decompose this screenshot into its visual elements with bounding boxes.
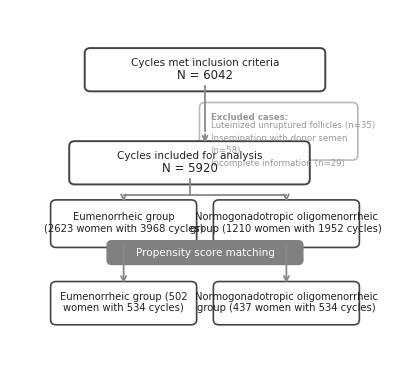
Text: Cycles included for analysis: Cycles included for analysis (117, 151, 262, 161)
FancyBboxPatch shape (106, 240, 304, 265)
Text: Normogonadotropic oligomenorrheic: Normogonadotropic oligomenorrheic (195, 292, 378, 302)
Text: N = 5920: N = 5920 (162, 162, 218, 175)
Text: group (437 women with 534 cycles): group (437 women with 534 cycles) (197, 303, 376, 313)
Text: Cycles met inclusion criteria: Cycles met inclusion criteria (131, 58, 279, 68)
FancyBboxPatch shape (51, 200, 197, 247)
FancyBboxPatch shape (200, 103, 358, 160)
Text: (2623 women with 3968 cycles): (2623 women with 3968 cycles) (44, 224, 203, 234)
FancyBboxPatch shape (213, 282, 359, 325)
Text: group (1210 women with 1952 cycles): group (1210 women with 1952 cycles) (190, 224, 382, 234)
Text: N = 6042: N = 6042 (177, 69, 233, 82)
FancyBboxPatch shape (51, 282, 197, 325)
FancyBboxPatch shape (213, 200, 359, 247)
Text: Normogonadotropic oligomenorrheic: Normogonadotropic oligomenorrheic (195, 212, 378, 222)
Text: Luteinized unruptured follicles (n=35)
Insemination with donor semen
(n=58)
Inco: Luteinized unruptured follicles (n=35) I… (210, 121, 375, 168)
Text: Eumenorrheic group: Eumenorrheic group (73, 212, 174, 222)
FancyBboxPatch shape (85, 48, 325, 92)
Text: Excluded cases:: Excluded cases: (210, 113, 288, 122)
Text: women with 534 cycles): women with 534 cycles) (63, 303, 184, 313)
Text: Propensity score matching: Propensity score matching (136, 248, 274, 257)
FancyBboxPatch shape (69, 141, 310, 185)
Text: Eumenorrheic group (502: Eumenorrheic group (502 (60, 292, 188, 302)
